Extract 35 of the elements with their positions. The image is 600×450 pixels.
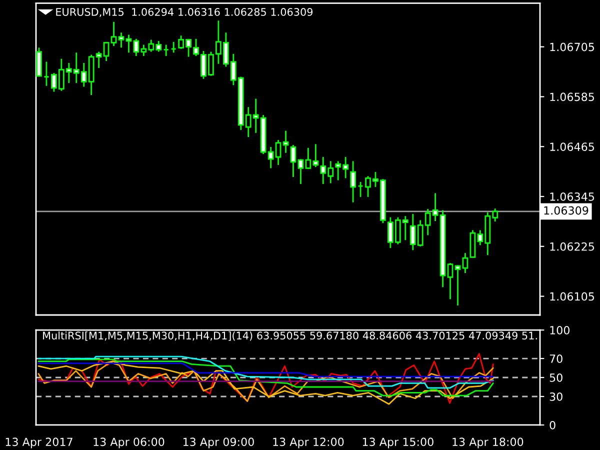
line-series xyxy=(38,353,494,404)
candlestick xyxy=(126,34,132,54)
candlestick xyxy=(275,139,282,166)
y-tick-label: 1.06225 xyxy=(550,242,594,251)
y-tick-label: 70 xyxy=(550,354,562,363)
candlestick xyxy=(118,32,124,48)
x-tick-label: 13 Apr 15:00 xyxy=(362,438,434,448)
candlestick xyxy=(454,264,461,306)
y-tick-label: 1.06705 xyxy=(550,42,594,52)
candlestick xyxy=(290,144,296,178)
x-tick-label: 13 Apr 06:00 xyxy=(94,438,164,448)
candlestick xyxy=(282,130,289,154)
candlestick xyxy=(110,21,117,47)
y-tick-label: 50 xyxy=(550,373,562,382)
x-tick-label: 13 Apr 12:00 xyxy=(273,438,344,448)
y-tick-label: 0 xyxy=(550,420,556,430)
line-series xyxy=(38,362,494,378)
y-tick-label: 1.06465 xyxy=(550,142,594,151)
x-tick-label: 13 Apr 2017 xyxy=(6,438,72,448)
ref-line-label: 1.06309 xyxy=(544,206,588,215)
line-series xyxy=(38,356,494,389)
chart-title: EURUSD,M15 1.06294 1.06316 1.06285 1.06309 xyxy=(56,8,313,17)
x-tick-label: 13 Apr 09:00 xyxy=(183,438,254,448)
candlestick xyxy=(350,160,356,204)
y-tick-label: 100 xyxy=(550,326,570,334)
line-series xyxy=(38,358,494,396)
y-tick-label: 1.06105 xyxy=(550,292,594,301)
candlestick xyxy=(462,252,468,274)
y-tick-label: 1.06585 xyxy=(550,92,594,102)
candlestick xyxy=(447,262,454,300)
candlestick xyxy=(298,158,304,185)
chart-title: MultiRSI[M1,M5,M15,M30,H1,H4,D1](14) 63.95055 59.67180 48.84606 43.70125 47.09349 51. xyxy=(43,331,537,341)
y-tick-label: 1.06345 xyxy=(550,192,594,201)
y-tick-label: 30 xyxy=(550,392,562,401)
x-tick-label: 13 Apr 18:00 xyxy=(452,438,524,448)
